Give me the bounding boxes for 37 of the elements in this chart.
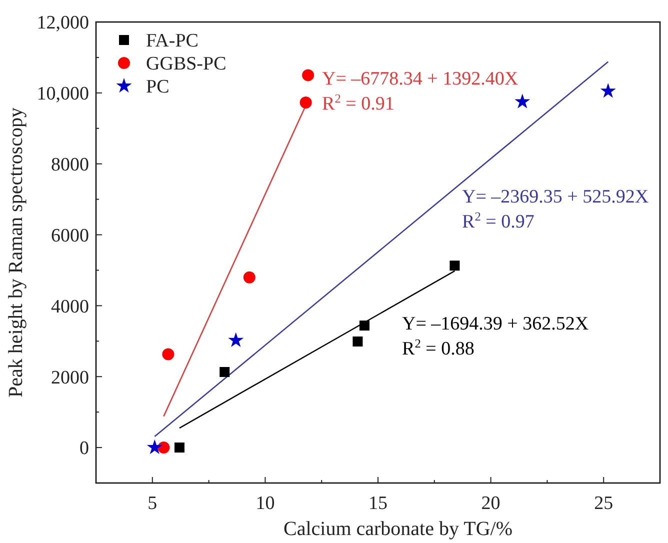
x-axis-title: Calcium carbonate by TG/%	[283, 518, 513, 540]
y-tick-label: 2000	[51, 367, 89, 388]
point	[450, 260, 460, 271]
point	[300, 96, 312, 108]
y-tick-label: 10,000	[36, 84, 89, 105]
annotation: R$^{2}$ = 0.97	[462, 210, 534, 233]
y-tick-label: 4000	[51, 296, 89, 318]
annotation: R$^{2}$ = 0.88	[402, 336, 474, 360]
x-tick-label: 15	[368, 493, 388, 514]
y-axis-title: Peak height by Raman spectroscopy	[5, 108, 27, 398]
point	[162, 348, 174, 360]
x-tick-label: 20	[481, 493, 500, 514]
y-tick-label: 8000	[51, 154, 89, 176]
point	[146, 439, 162, 454]
y-tick-label: 6000	[51, 225, 89, 246]
point	[359, 320, 370, 331]
point	[352, 336, 363, 347]
point	[158, 442, 170, 454]
point	[302, 69, 314, 82]
annotation: Y= –1694.39 + 362.52X	[402, 314, 589, 335]
legend-label: PC	[146, 76, 170, 98]
x-tick-label: 25	[594, 493, 614, 514]
y-tick-label: 12,000	[36, 12, 89, 34]
annotation: Y= –6778.34 + 1392.40X	[322, 68, 518, 90]
point	[174, 442, 184, 453]
point	[600, 82, 616, 98]
annotation: Y= –2369.35 + 525.92X	[462, 186, 649, 208]
x-tick-label: 5	[148, 493, 158, 514]
x-tick-label: 10	[256, 493, 275, 514]
legend-label: GGBS-PC	[146, 54, 226, 75]
point	[243, 271, 256, 284]
y-tick-label: 0	[80, 438, 89, 460]
annotation: R$^{2}$ = 0.91	[322, 92, 394, 115]
point	[228, 332, 244, 348]
legend-label: FA-PC	[146, 30, 198, 52]
point	[514, 94, 530, 108]
point	[220, 367, 230, 378]
